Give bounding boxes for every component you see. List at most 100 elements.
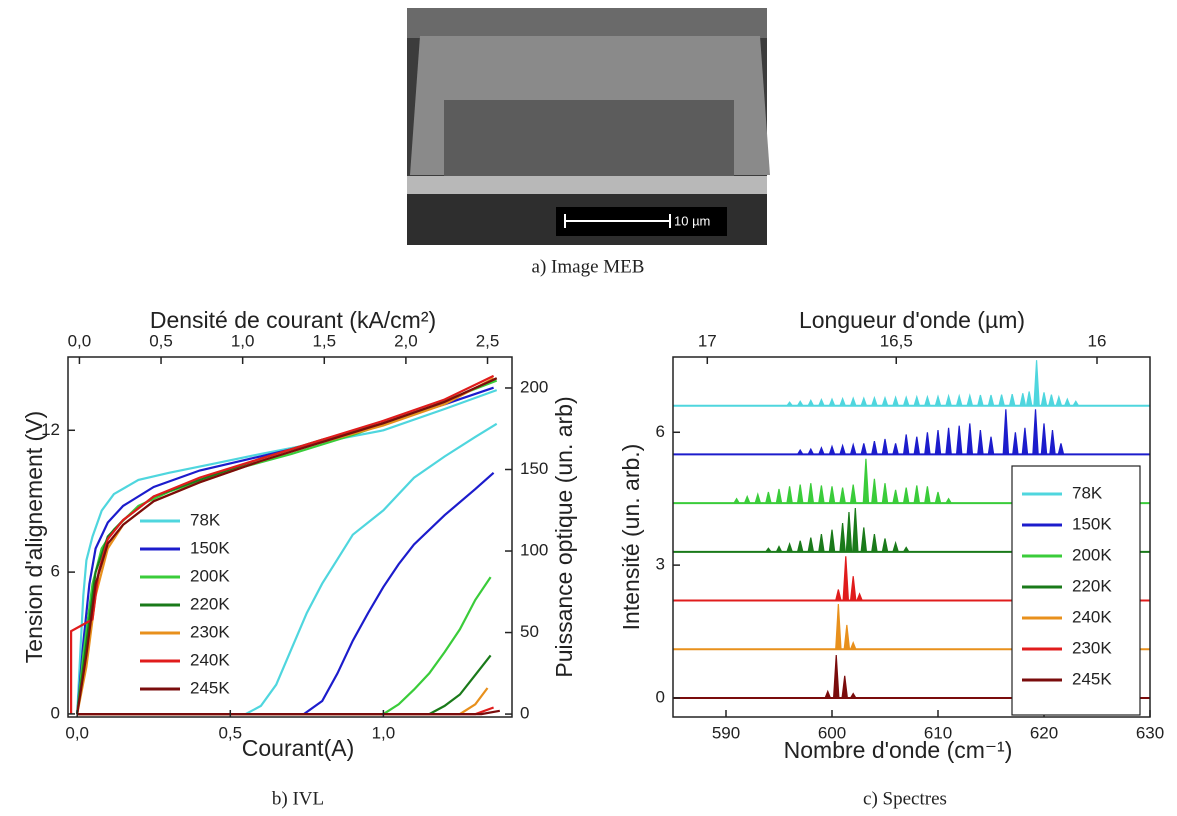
spectral-peak — [860, 396, 868, 407]
legend-label: 230K — [190, 622, 230, 641]
spectral-peak — [785, 401, 794, 407]
spectral-peak — [881, 438, 889, 456]
spectral-peak — [945, 427, 952, 456]
spectral-peak — [834, 589, 842, 602]
y2-tick-label: 150 — [520, 459, 548, 478]
spectral-peak — [807, 447, 815, 456]
spectral-peak — [807, 537, 815, 553]
series-line — [77, 422, 498, 716]
legend-label: 200K — [1072, 545, 1112, 564]
x2-tick-label: 1,5 — [312, 331, 336, 350]
spectral-peak — [913, 485, 921, 504]
series-line — [77, 709, 500, 716]
spectral-peak — [786, 486, 793, 504]
spectral-peak — [849, 484, 857, 504]
x-tick-label: 610 — [924, 723, 952, 742]
spectral-peak — [849, 640, 857, 650]
series-line — [70, 374, 495, 714]
spectral-peak — [818, 485, 825, 504]
spectral-peak — [1012, 432, 1019, 456]
sem-image: 10 µm — [407, 8, 770, 245]
spectral-peak — [1048, 394, 1055, 407]
spectral-peak — [828, 397, 836, 407]
sem-substrate-edge — [407, 176, 767, 194]
spectral-peak — [817, 397, 825, 407]
series-line — [76, 377, 498, 715]
x2-tick-label: 1,0 — [231, 331, 255, 350]
spectral-peak — [839, 396, 847, 407]
scale-bar-label: 10 µm — [674, 213, 710, 228]
y2-axis-title: Puissance optique (un. arb) — [551, 396, 577, 677]
spectral-peak — [775, 488, 783, 504]
x-axis-title: Courant(A) — [242, 735, 354, 761]
spectral-peak — [1057, 443, 1065, 456]
x-tick-label: 620 — [1030, 723, 1058, 742]
spectral-peak — [828, 486, 836, 504]
spectral-peak — [902, 487, 910, 504]
spectral-peak — [796, 540, 804, 553]
spectral-peak — [839, 487, 846, 504]
spectral-peak — [1021, 427, 1029, 456]
spectral-peak — [849, 576, 857, 602]
spectral-peak — [1049, 429, 1056, 456]
x2-axis-title: Densité de courant (kA/cm²) — [150, 307, 436, 333]
x-tick-label: 0,0 — [65, 723, 89, 742]
legend-label: 245K — [1072, 669, 1112, 688]
caption: a) Image MEB — [532, 256, 645, 277]
spectral-peak — [977, 429, 984, 456]
spectral-peak — [796, 448, 804, 456]
series-line — [77, 576, 492, 716]
spectral-peak — [862, 458, 870, 504]
y2-tick-label: 100 — [520, 541, 548, 560]
x2-tick-label: 0,0 — [68, 331, 92, 350]
y-axis-title: Tension d'alignement (V) — [21, 411, 47, 663]
spectral-peak — [987, 394, 995, 407]
y2-tick-label: 200 — [520, 377, 548, 396]
spectral-peak — [944, 497, 953, 504]
spectral-peak — [881, 395, 889, 407]
spectral-peak — [1025, 391, 1033, 407]
spectral-peak — [828, 444, 836, 456]
spectral-peak — [881, 538, 889, 553]
series-line — [77, 471, 495, 716]
spectral-peak — [902, 434, 910, 456]
legend-label: 150K — [190, 538, 230, 557]
spectral-peak — [832, 654, 840, 699]
spectral-peak — [934, 394, 942, 407]
x2-tick-label: 16,5 — [880, 331, 913, 350]
spectral-peak — [892, 540, 900, 553]
spectral-peak — [1055, 394, 1063, 407]
spectral-peak — [1040, 392, 1048, 407]
spectral-peak — [743, 494, 751, 504]
spectral-peak — [775, 545, 783, 553]
legend-label: 220K — [1072, 576, 1112, 595]
y-tick-label: 0 — [656, 687, 665, 706]
spectral-peak — [955, 425, 963, 456]
x-tick-label: 630 — [1136, 723, 1164, 742]
legend-label: 245K — [190, 678, 230, 697]
spectral-peak — [892, 489, 899, 504]
spectral-peak — [955, 393, 963, 407]
x-tick-label: 1,0 — [372, 723, 396, 742]
sem-mesa-face — [444, 100, 734, 178]
x-axis-title: Nombre d'onde (cm⁻¹) — [784, 737, 1013, 763]
spectral-peak — [860, 443, 868, 456]
spectral-peak — [754, 492, 762, 504]
spectral-peak — [892, 443, 900, 456]
y-tick-label: 6 — [51, 562, 60, 581]
x-tick-label: 600 — [818, 723, 846, 742]
spectral-peak — [945, 393, 953, 407]
spectral-peak — [1033, 360, 1040, 407]
spectral-peak — [845, 511, 853, 553]
spectral-peak — [796, 484, 804, 504]
legend-label: 200K — [190, 566, 230, 585]
y2-tick-label: 0 — [520, 704, 529, 723]
spectral-peak — [807, 483, 815, 504]
spectral-peak — [987, 436, 995, 456]
y-tick-label: 3 — [656, 555, 665, 574]
spectral-peak — [764, 547, 773, 553]
spectral-peak — [843, 624, 851, 650]
caption: c) Spectres — [863, 788, 947, 809]
